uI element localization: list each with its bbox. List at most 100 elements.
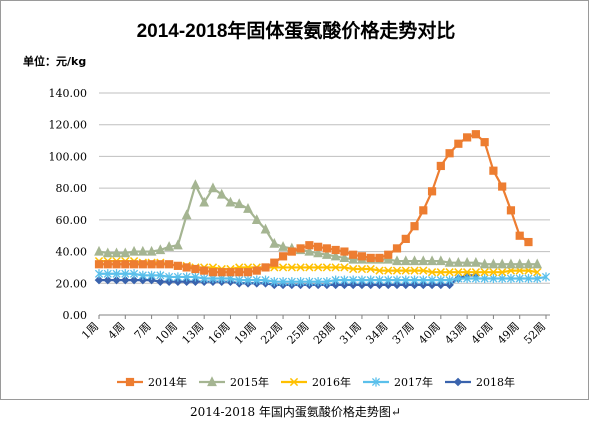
data-point: [533, 268, 542, 277]
chart-frame: 2014-2018年固体蛋氨酸价格走势对比 单位：元/kg 0.00 20.00 4…: [0, 0, 589, 400]
data-point: [278, 241, 288, 251]
data-point: [340, 247, 349, 256]
data-point: [200, 266, 209, 275]
data-point: [305, 263, 314, 272]
data-point: [165, 260, 174, 269]
data-point: [445, 268, 454, 277]
data-point: [463, 273, 472, 284]
data-point: [120, 275, 130, 285]
data-point: [138, 270, 147, 280]
data-point: [444, 256, 455, 267]
data-point: [287, 247, 296, 256]
data-point: [331, 280, 340, 290]
legend-item: 2014年: [117, 375, 187, 389]
data-point: [533, 273, 542, 284]
x-tick-label: 13周: [179, 320, 206, 347]
data-point: [200, 273, 209, 284]
marker-stroke: [445, 268, 454, 277]
data-point: [384, 266, 393, 275]
data-point: [156, 260, 165, 269]
legend-item: 2015年: [199, 375, 269, 389]
data-point: [357, 264, 367, 274]
data-point: [506, 206, 516, 215]
data-point: [453, 377, 463, 387]
data-point: [366, 275, 375, 285]
data-point: [436, 161, 445, 171]
marker-stroke: [305, 263, 314, 272]
data-point: [506, 273, 516, 284]
data-point: [532, 258, 543, 269]
data-point: [313, 247, 324, 258]
data-point: [375, 280, 384, 290]
series-line: [99, 272, 547, 283]
y-axis-ticks: 0.00 20.00 40.00 60.00 80.00 100.00 120.00 140.…: [49, 87, 88, 322]
legend-item: 2018年: [445, 375, 515, 389]
marker-stroke: [375, 266, 384, 275]
data-point: [392, 266, 402, 275]
y-tick-label: 120.00: [49, 119, 88, 132]
data-point: [401, 280, 411, 290]
data-point: [322, 244, 331, 253]
data-point: [419, 275, 428, 285]
marker-stroke: [454, 268, 463, 277]
data-point: [418, 255, 429, 266]
data-point: [94, 269, 104, 279]
marker-stroke: [533, 268, 542, 277]
marker-stroke: [436, 268, 445, 277]
data-point: [252, 275, 261, 285]
data-point: [164, 241, 175, 251]
series-2014年: [94, 130, 533, 277]
legend: 2014年 2015年 2016年 2017年 2018年: [117, 375, 515, 389]
series-group: [94, 130, 551, 290]
marker-stroke: [296, 263, 305, 272]
data-point: [445, 280, 454, 290]
data-point: [454, 268, 463, 277]
data-point: [480, 268, 489, 277]
data-point: [453, 256, 464, 267]
data-point: [357, 252, 367, 261]
data-point: [94, 245, 104, 256]
marker-stroke: [331, 263, 340, 272]
data-point: [515, 273, 524, 284]
data-point: [489, 268, 498, 277]
x-tick-label: 19周: [232, 320, 259, 347]
data-point: [156, 270, 165, 280]
data-point: [349, 264, 358, 274]
y-tick-label: 100.00: [49, 150, 88, 163]
unit-label: 单位：元/kg: [23, 54, 86, 68]
data-point: [278, 263, 288, 272]
marker-stroke: [498, 268, 507, 277]
y-tick-label: 140.00: [49, 87, 88, 100]
data-point: [191, 264, 200, 274]
legend-label: 2016年: [312, 375, 351, 389]
data-point: [471, 268, 481, 277]
data-point: [514, 258, 525, 269]
x-tick-label: 4周: [105, 320, 127, 342]
data-point: [243, 268, 253, 277]
data-point: [541, 272, 551, 282]
marker-stroke: [427, 268, 437, 277]
data-point: [410, 266, 419, 275]
data-point: [287, 263, 296, 272]
data-point: [129, 269, 139, 279]
marker-stroke: [278, 263, 288, 272]
data-point: [165, 272, 174, 282]
marker-stroke: [349, 264, 358, 274]
x-tick-label: 37周: [390, 320, 417, 347]
marker-stroke: [366, 264, 375, 274]
legend-label: 2014年: [148, 375, 187, 389]
data-point: [129, 260, 139, 269]
data-point: [103, 275, 113, 285]
data-point: [489, 273, 498, 284]
data-point: [260, 223, 271, 234]
data-point: [489, 166, 498, 175]
data-point: [375, 253, 384, 263]
data-point: [147, 260, 156, 269]
data-point: [217, 268, 226, 277]
data-point: [498, 273, 507, 284]
data-point: [383, 280, 393, 290]
marker-stroke: [287, 263, 296, 272]
data-point: [305, 277, 314, 287]
data-point: [463, 133, 472, 142]
data-point: [172, 239, 183, 250]
